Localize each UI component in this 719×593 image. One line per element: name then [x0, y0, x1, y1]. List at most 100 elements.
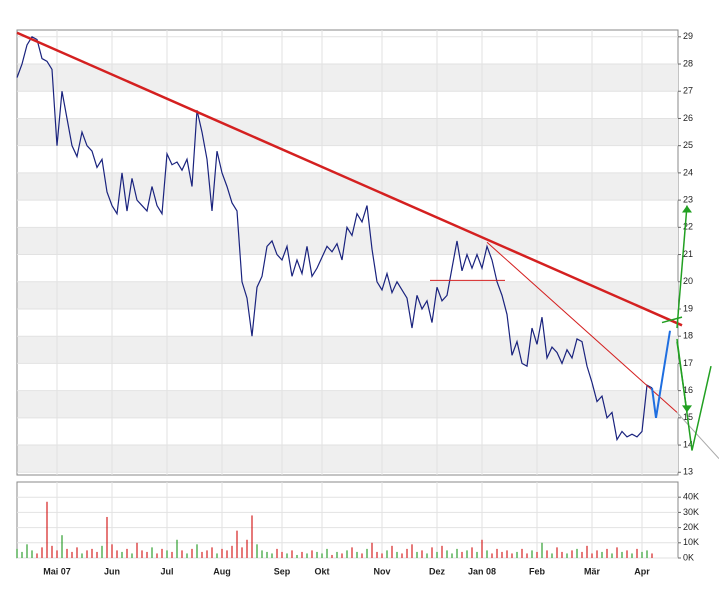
volume-bar	[261, 550, 263, 558]
volume-bar	[246, 539, 248, 558]
grid-band	[18, 336, 678, 364]
grid-band	[18, 445, 678, 473]
trend-line	[661, 316, 683, 324]
y-tick-label: 24	[683, 167, 693, 177]
volume-bar	[476, 551, 478, 558]
volume-bar	[151, 547, 153, 558]
volume-bar	[526, 553, 528, 558]
trend-line	[676, 205, 688, 329]
volume-bar	[496, 548, 498, 558]
volume-bar	[21, 551, 23, 558]
volume-bar	[71, 551, 73, 558]
volume-bar	[531, 550, 533, 558]
volume-bar	[166, 550, 168, 558]
y-tick-label: 18	[683, 331, 693, 341]
volume-bar	[391, 545, 393, 558]
volume-bar	[376, 551, 378, 558]
volume-bar	[456, 548, 458, 558]
grid-band	[18, 227, 678, 255]
volume-bar	[501, 551, 503, 558]
volume-bar	[326, 548, 328, 558]
volume-bar	[96, 551, 98, 558]
volume-bar	[66, 548, 68, 558]
y-tick-label: 28	[683, 58, 693, 68]
volume-bar	[641, 551, 643, 558]
x-tick-label: Jan 08	[468, 566, 496, 576]
volume-bar	[611, 553, 613, 558]
trend-line	[486, 241, 678, 413]
volume-bar	[586, 545, 588, 558]
volume-bar	[266, 551, 268, 558]
volume-bar	[161, 548, 163, 558]
volume-bar	[431, 547, 433, 558]
volume-bar	[36, 553, 38, 558]
x-tick-label: Okt	[314, 566, 329, 576]
y-tick-label: 19	[683, 303, 693, 313]
grid-band	[18, 281, 678, 309]
volume-bar	[631, 553, 633, 558]
y-tick-label: 13	[683, 467, 693, 477]
y2-tick-label: 40K	[683, 492, 699, 502]
volume-bar	[126, 548, 128, 558]
volume-bar	[396, 551, 398, 558]
volume-bar	[616, 547, 618, 558]
x-tick-label: Nov	[373, 566, 390, 576]
volume-bar	[116, 550, 118, 558]
arrow-head	[682, 205, 692, 213]
volume-bar	[401, 553, 403, 558]
volume-bar	[26, 544, 28, 558]
volume-bar	[31, 550, 33, 558]
x-tick-label: Mär	[584, 566, 601, 576]
y-tick-label: 25	[683, 140, 693, 150]
volume-bar	[411, 544, 413, 558]
y2-tick-label: 20K	[683, 522, 699, 532]
x-tick-label: Jun	[104, 566, 120, 576]
volume-bar	[181, 550, 183, 558]
volume-bar	[331, 554, 333, 558]
volume-bar	[521, 548, 523, 558]
volume-bar	[341, 553, 343, 558]
volume-bar	[226, 550, 228, 558]
volume-bar	[321, 553, 323, 558]
volume-bar	[271, 553, 273, 558]
volume-bar	[651, 553, 653, 558]
volume-bar	[601, 551, 603, 558]
volume-bar	[306, 553, 308, 558]
y-tick-label: 21	[683, 249, 693, 259]
volume-bar	[426, 553, 428, 558]
volume-bar	[451, 553, 453, 558]
volume-bar	[511, 553, 513, 558]
volume-bar	[81, 553, 83, 558]
x-tick-label: Mai 07	[43, 566, 71, 576]
trend-line	[676, 412, 719, 460]
volume-bar	[111, 544, 113, 558]
y-tick-label: 26	[683, 113, 693, 123]
x-tick-label: Apr	[634, 566, 650, 576]
volume-bar	[146, 551, 148, 558]
y2-tick-label: 10K	[683, 537, 699, 547]
grid-band	[18, 172, 678, 201]
y2-tick-label: 0K	[683, 552, 694, 562]
volume-bar	[486, 550, 488, 558]
x-tick-label: Aug	[213, 566, 231, 576]
y-tick-label: 14	[683, 439, 693, 449]
volume-bar	[41, 547, 43, 558]
price-line	[16, 36, 653, 442]
y-tick-label: 17	[683, 358, 693, 368]
volume-bar	[216, 553, 218, 558]
volume-bar	[236, 530, 238, 558]
volume-bar	[591, 553, 593, 558]
volume-bar	[596, 550, 598, 558]
volume-bar	[86, 550, 88, 558]
volume-bar	[366, 548, 368, 558]
volume-bar	[421, 550, 423, 558]
volume-bar	[101, 545, 103, 558]
y2-tick-label: 30K	[683, 507, 699, 517]
volume-bar	[361, 553, 363, 558]
volume-bar	[51, 545, 53, 558]
volume-bar	[546, 550, 548, 558]
volume-bar	[46, 501, 48, 558]
volume-bar	[311, 550, 313, 558]
volume-bar	[636, 548, 638, 558]
